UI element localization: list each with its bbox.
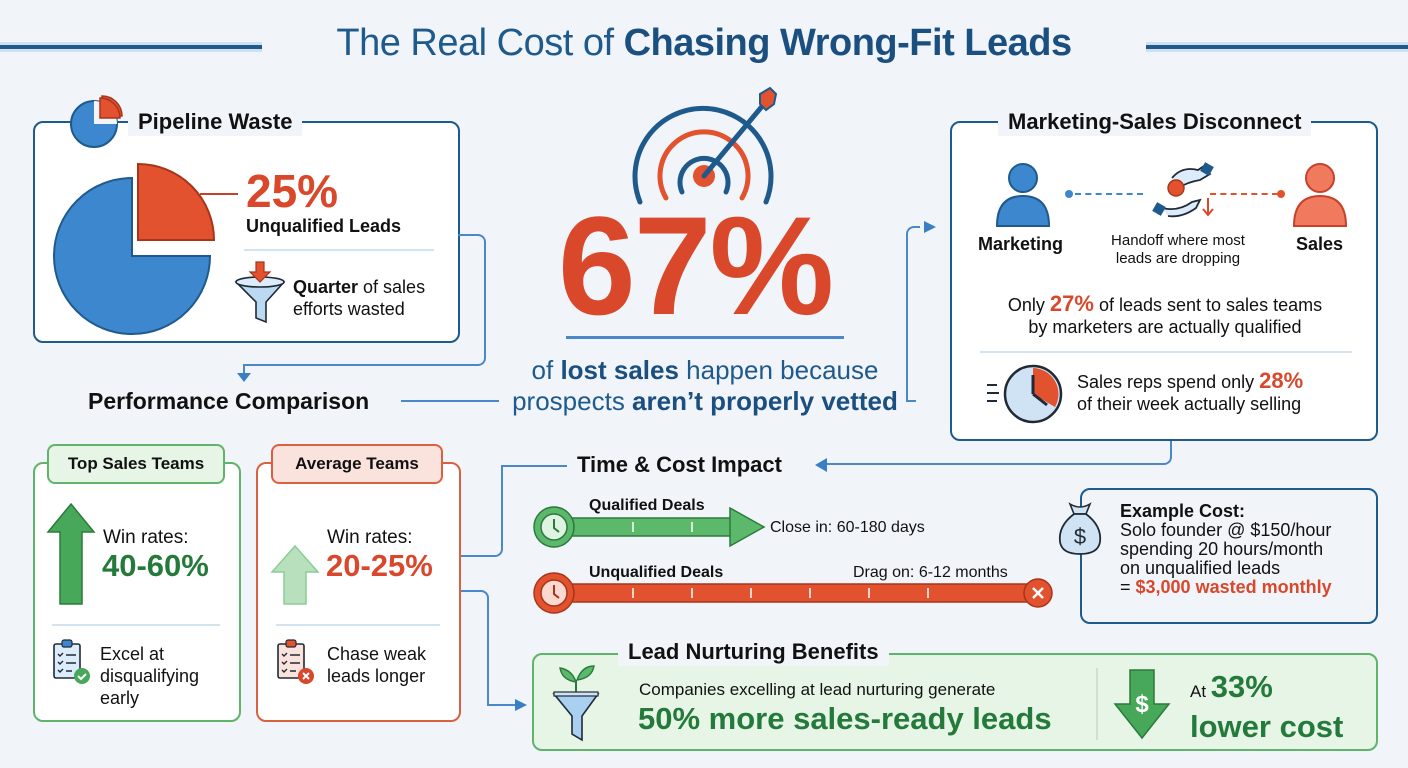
pipeline-waste-heading: Pipeline Waste [128,108,303,136]
connector-performance-entry [244,364,460,366]
svg-text:$: $ [1074,524,1086,549]
quarter-note: Quarter of sales efforts wasted [293,277,426,319]
lost-sales-percent: 67% [557,187,834,344]
nurturing-divider [1096,668,1098,740]
lost-sales-text: of lost sales happen because prospects a… [512,355,898,416]
pipeline-pie-chart [53,162,216,335]
selling-time-text: Sales reps spend only 28% of their week … [1077,368,1304,415]
pie-leader-line [200,193,238,195]
performance-heading-line [401,400,489,402]
dollar-down-arrow-icon: $ [1113,669,1171,740]
arrow-right-nurturing-icon [515,699,527,711]
qualified-deals-bar [533,506,766,548]
title-rule-left [0,42,262,52]
top-teams-tab: Top Sales Teams [47,444,225,484]
clipboard-x-icon [277,639,314,684]
top-win-value: 40-60% [102,548,209,583]
disconnect-heading: Marketing-Sales Disconnect [998,108,1312,136]
pie-chart-icon [70,95,123,148]
sales-dotted-line [1210,193,1278,195]
marketing-dotted-line [1075,193,1143,195]
arrow-right-icon [924,221,936,233]
nurturing-line2: 50% more sales-ready leads [638,701,1052,736]
handoff-hands-icon [1152,162,1214,218]
center-left-tick [489,400,499,402]
qualified-leads-text: Only 27% of leads sent to sales teams by… [1007,291,1323,338]
unqualified-deals-bar [533,572,1053,614]
svg-text:$: $ [1135,691,1149,718]
qualified-deals-note: Close in: 60-180 days [770,519,925,536]
nurturing-line1: Companies excelling at lead nurturing ge… [639,680,996,699]
arrow-up-faded-icon [270,544,320,605]
connector-nurturing-bottom [487,704,517,706]
lead-nurturing-heading: Lead Nurturing Benefits [618,638,889,666]
arrow-left-icon [815,458,827,472]
marketing-label: Marketing [978,234,1064,254]
marketing-dot [1065,190,1073,198]
page-title: The Real Cost of Chasing Wrong-Fit Leads [336,22,1072,64]
connector-disconnect-to-time [826,441,1172,465]
center-divider [566,336,844,339]
lower-cost-text: At 33% lower cost [1190,669,1344,744]
qualified-deals-label: Qualified Deals [589,497,705,514]
example-cost-card [1080,488,1378,624]
money-bag-icon: $ [1058,502,1102,555]
title-rule-right [1146,42,1408,52]
connector-pipeline-to-performance [458,234,486,366]
unqualified-label: Unqualified Leads [246,216,402,236]
unqualified-deals-note: Drag on: 6-12 months [853,564,1008,581]
clock-icon [987,364,1063,424]
connector-average-to-time [461,465,503,557]
funnel-plant-icon [552,665,600,742]
arrow-up-green-icon [46,502,96,605]
sales-person-icon [1292,163,1348,227]
average-note: Chase weak leads longer [327,644,427,686]
sales-dot [1277,190,1285,198]
unqualified-deals-label: Unqualified Deals [589,564,724,581]
average-win-value: 20-25% [326,548,433,583]
example-cost-text: Example Cost: Solo founder @ $150/hour s… [1120,501,1332,597]
performance-heading: Performance Comparison [88,388,370,414]
connector-center-to-disconnect [906,226,920,402]
connector-average-to-nurturing [461,590,489,706]
lead-nurturing-card [532,653,1378,751]
target-arrow-icon [632,86,778,205]
time-cost-heading: Time & Cost Impact [577,452,782,477]
average-teams-tab: Average Teams [271,444,443,484]
clipboard-check-icon [53,639,90,684]
top-note: Excel at disqualifying early [100,644,200,708]
center-right-tick [906,400,916,402]
unqualified-percent: 25% [246,165,339,217]
sales-label: Sales [1296,234,1344,254]
funnel-down-arrow-icon [234,261,286,324]
disconnect-divider [980,351,1352,353]
average-divider [276,624,440,626]
top-divider [52,624,220,626]
marketing-person-icon [995,163,1051,227]
top-win-label: Win rates: [103,527,189,548]
handoff-text: Handoff where most leads are dropping [1111,232,1245,267]
connector-time-top [501,465,567,467]
arrow-down-icon [237,364,251,382]
pipeline-divider [244,249,434,251]
average-win-label: Win rates: [327,527,413,548]
